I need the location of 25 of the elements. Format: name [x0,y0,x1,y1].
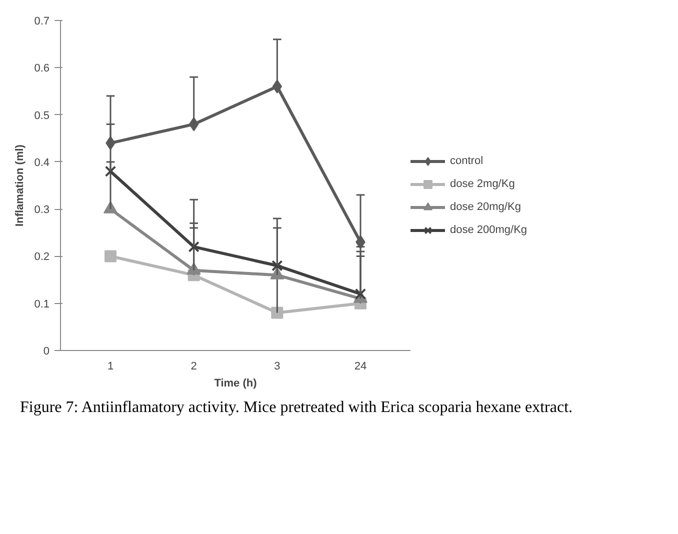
point [104,250,116,262]
y-axis-title: Inflamation (ml) [14,144,26,226]
point [272,260,283,272]
point [188,241,200,252]
y-tick-label: 0.7 [34,16,50,28]
x-tick-label: 24 [354,360,367,372]
x-axis-title: Time (h) [214,378,258,390]
y-tick-label: 0.5 [34,110,50,122]
caption: Figure 7: Antiinflamatory activity. Mice pretreated with Erica scoparia hexane extract. [20,398,573,418]
legend-label: dose 20mg/Kg [450,201,521,213]
y-tick-label: 0.4 [34,156,50,169]
x-tick-label: 3 [274,360,280,372]
y-tick-label: 0.2 [34,251,50,264]
y-tick-label: 0.6 [34,62,50,75]
point [271,306,284,319]
point [354,288,366,300]
y-tick-label: 0 [43,346,50,358]
point [104,166,116,177]
y-tick-label: 0.3 [34,204,50,216]
x-tick-label: 1 [107,360,114,372]
legend-label: dose 200mg/Kg [450,224,528,236]
legend-label: control [450,155,484,167]
y-tick-label: 0.1 [34,298,50,310]
x-tick-label: 2 [190,360,197,372]
legend-label: dose 2mg/Kg [450,178,515,190]
